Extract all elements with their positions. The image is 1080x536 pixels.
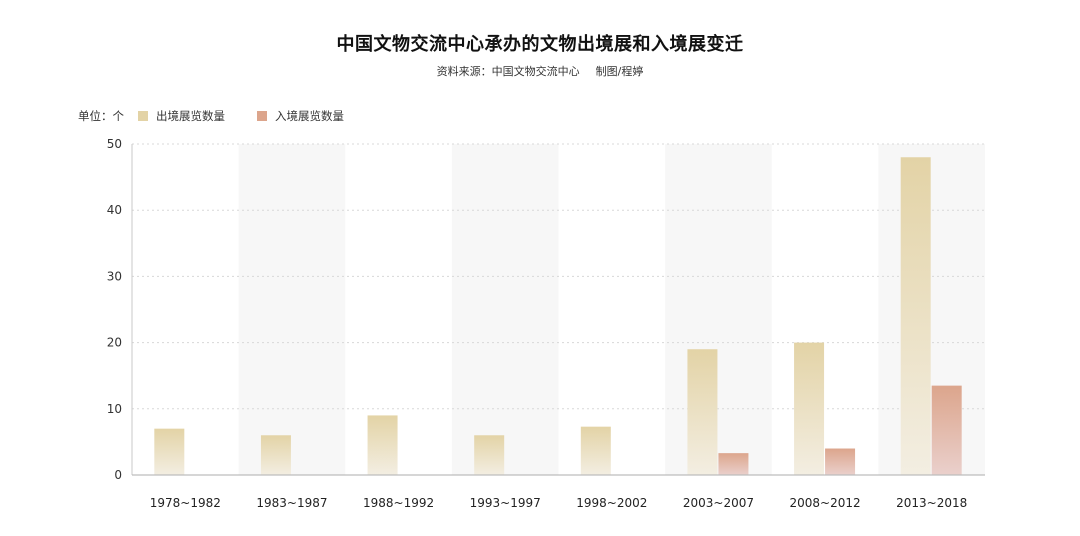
- bar-inbound: [825, 448, 856, 475]
- y-tick-label: 40: [107, 203, 122, 217]
- background-bands: [238, 144, 985, 475]
- legend-swatch-inbound: [257, 111, 267, 121]
- x-tick-label: 1998~2002: [576, 496, 647, 510]
- band-1: [238, 144, 346, 475]
- legend-label-outbound: 出境展览数量: [156, 109, 225, 123]
- x-tick-label: 2003~2007: [683, 496, 754, 510]
- y-tick-label: 10: [107, 402, 122, 416]
- y-tick-label: 20: [107, 336, 122, 350]
- x-tick-label: 1988~1992: [363, 496, 434, 510]
- bar-inbound: [931, 385, 962, 475]
- chart-legend: 单位：个 出境展览数量 入境展览数量: [78, 108, 376, 124]
- legend-item-inbound: 入境展览数量: [257, 108, 344, 124]
- x-tick-label: 2013~2018: [896, 496, 967, 510]
- bar-inbound: [718, 453, 749, 475]
- bars: [154, 157, 962, 476]
- bar-outbound: [580, 426, 611, 475]
- y-axis-ticks: 0 10 20 30 40 50: [107, 137, 122, 482]
- bar-outbound: [794, 342, 825, 475]
- source-note: 资料来源：中国文物交流中心: [436, 65, 580, 78]
- chart-subtitle: 资料来源：中国文物交流中心 制图/程婷: [0, 63, 1080, 79]
- band-3: [451, 144, 559, 475]
- y-tick-label: 30: [107, 269, 122, 283]
- legend-item-outbound: 出境展览数量: [138, 108, 225, 124]
- x-tick-label: 1978~1982: [150, 496, 221, 510]
- bar-outbound: [687, 349, 718, 475]
- legend-label-inbound: 入境展览数量: [275, 109, 344, 123]
- bar-outbound: [900, 157, 931, 476]
- chart-title: 中国文物交流中心承办的文物出境展和入境展变迁: [336, 34, 744, 55]
- bar-outbound: [367, 415, 398, 475]
- bar-outbound: [260, 435, 291, 475]
- credit-note: 制图/程婷: [595, 65, 644, 78]
- legend-swatch-outbound: [138, 111, 148, 121]
- gridlines: [132, 143, 985, 410]
- band-5: [665, 144, 772, 475]
- y-tick-label: 0: [114, 468, 122, 482]
- bar-outbound: [154, 428, 185, 475]
- x-tick-label: 1993~1997: [470, 496, 541, 510]
- y-tick-label: 50: [107, 137, 122, 151]
- x-axis-ticks: 1978~1982 1983~1987 1988~1992 1993~1997 1998…: [150, 496, 968, 510]
- bar-outbound: [474, 435, 505, 475]
- x-tick-label: 1983~1987: [256, 496, 327, 510]
- unit-label: 单位：个: [78, 109, 124, 123]
- x-tick-label: 2008~2012: [789, 496, 860, 510]
